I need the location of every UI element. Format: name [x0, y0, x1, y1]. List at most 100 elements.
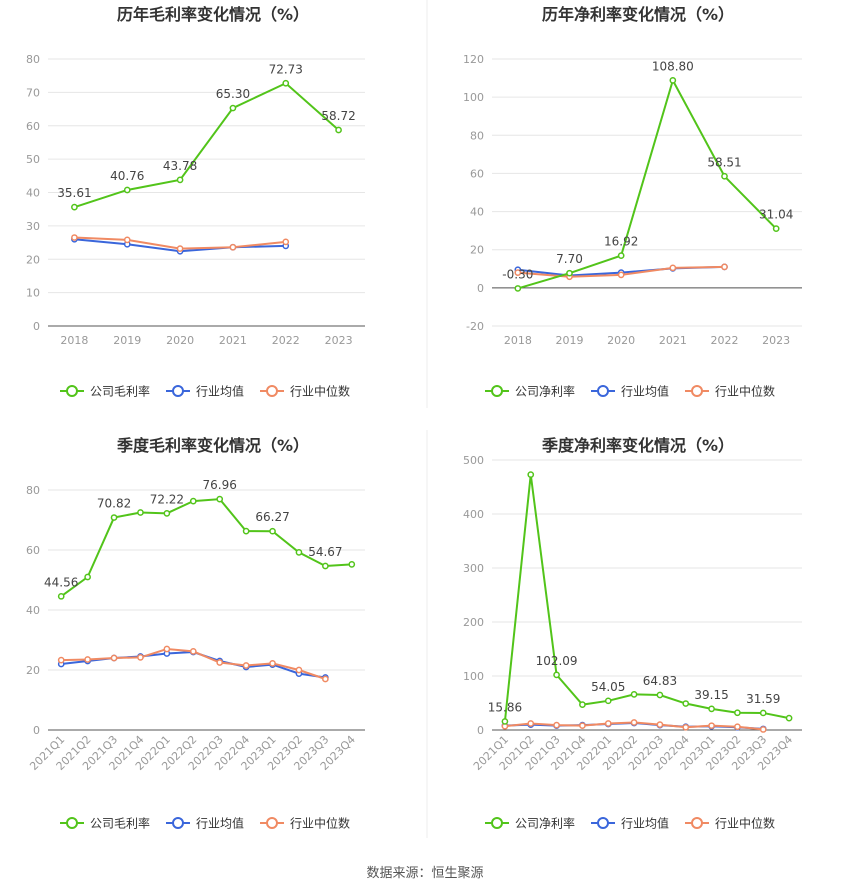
legend-label: 行业均值	[621, 384, 669, 399]
data-point-median	[57, 656, 65, 664]
legend-marker	[491, 817, 503, 829]
data-label: 102.09	[536, 654, 578, 668]
legend-marker	[266, 385, 278, 397]
legend-label: 行业均值	[621, 816, 669, 831]
y-tick-label: 100	[463, 670, 484, 683]
data-point-company	[84, 573, 91, 581]
legend-marker	[266, 817, 278, 829]
x-tick-label: 2021	[219, 334, 247, 347]
legend-label: 行业中位数	[715, 816, 775, 831]
y-tick-label: 80	[470, 129, 484, 142]
y-tick-label: 40	[470, 206, 484, 219]
data-point-company	[553, 671, 560, 679]
y-tick-label: 80	[26, 53, 40, 66]
data-point-median	[527, 720, 535, 727]
data-point-company	[579, 701, 586, 708]
y-tick-label: 500	[463, 454, 484, 467]
y-tick-label: 0	[33, 724, 40, 737]
data-point-median	[322, 675, 329, 683]
legend-label: 公司毛利率	[90, 384, 150, 399]
x-tick-label: 2022	[272, 334, 300, 347]
data-label: 58.72	[321, 109, 355, 123]
data-label: 7.70	[556, 252, 583, 266]
data-point-company	[604, 697, 612, 705]
y-tick-label: 60	[26, 544, 40, 557]
data-point-median	[84, 656, 91, 663]
data-point-company	[514, 285, 522, 292]
chart-title: 季度毛利率变化情况（%）	[116, 436, 309, 455]
data-label: 15.86	[488, 700, 522, 714]
y-tick-label: 20	[26, 253, 40, 266]
y-tick-label: 70	[26, 86, 40, 99]
y-tick-label: 30	[26, 220, 40, 233]
legend-label: 行业中位数	[290, 816, 350, 831]
data-point-company	[295, 549, 303, 556]
data-point-median	[553, 721, 560, 729]
legend-label: 行业中位数	[290, 384, 350, 399]
y-tick-label: 0	[33, 320, 40, 333]
legend-marker	[597, 385, 609, 397]
data-point-median	[630, 719, 638, 726]
y-tick-label: 40	[26, 187, 40, 200]
x-tick-label: 2019	[556, 334, 584, 347]
data-point-company	[669, 77, 677, 84]
y-tick-label: 50	[26, 153, 40, 166]
data-point-company	[123, 186, 131, 194]
legend-item: 公司净利率	[485, 384, 575, 399]
legend-item: 行业中位数	[260, 384, 350, 399]
data-point-company	[176, 176, 184, 184]
legend-item: 行业中位数	[260, 816, 350, 831]
data-point-company	[734, 709, 741, 717]
x-tick-label: 2021	[659, 334, 687, 347]
legend-marker	[691, 817, 703, 829]
legend-item: 行业中位数	[685, 816, 775, 831]
data-label: 43.78	[163, 159, 197, 173]
data-label: 76.96	[203, 478, 237, 492]
legend-marker	[491, 385, 503, 397]
legend-marker	[66, 385, 78, 397]
data-point-company	[656, 691, 664, 699]
data-point-company	[282, 79, 290, 87]
y-tick-label: 100	[463, 91, 484, 104]
data-point-median	[269, 660, 276, 667]
data-point-company	[785, 714, 793, 722]
data-point-company	[759, 709, 767, 717]
data-point-company	[630, 691, 638, 698]
legend-item: 行业均值	[591, 384, 669, 399]
y-tick-label: 300	[463, 562, 484, 575]
y-tick-label: 60	[26, 120, 40, 133]
data-point-median	[295, 666, 303, 674]
data-point-median	[721, 263, 728, 271]
data-point-company	[708, 705, 715, 713]
data-point-median	[669, 264, 677, 272]
x-tick-label: 2020	[166, 334, 194, 347]
x-tick-label: 2023	[325, 334, 353, 347]
data-point-company	[348, 561, 356, 568]
data-point-company	[721, 172, 728, 180]
chart-panel-4: 季度净利率变化情况（%）01002003004005002021Q12021Q2…	[463, 436, 802, 831]
legend-marker	[66, 817, 78, 829]
x-tick-label: 2023	[762, 334, 790, 347]
legend-label: 公司净利率	[515, 816, 575, 831]
data-point-company	[617, 252, 625, 259]
chart-panel-3: 季度毛利率变化情况（%）0204060802021Q12021Q22021Q32…	[26, 436, 365, 831]
data-point-company	[335, 126, 342, 134]
legend-label: 行业均值	[196, 816, 244, 831]
data-label: 108.80	[652, 59, 694, 73]
legend-item: 行业中位数	[685, 384, 775, 399]
data-point-company	[772, 225, 780, 233]
source-note: 数据来源：恒生聚源	[366, 866, 484, 881]
legend-marker	[597, 817, 609, 829]
data-point-company	[242, 527, 250, 535]
data-point-median	[137, 654, 144, 661]
x-tick-label: 2018	[504, 334, 532, 347]
data-point-median	[682, 723, 690, 731]
series-line-avg	[61, 650, 326, 679]
y-tick-label: 20	[470, 244, 484, 257]
series-line-company	[60, 498, 352, 598]
legend-marker	[691, 385, 703, 397]
data-label: 72.22	[150, 492, 184, 506]
y-tick-label: 0	[477, 282, 484, 295]
data-point-company	[163, 509, 171, 517]
